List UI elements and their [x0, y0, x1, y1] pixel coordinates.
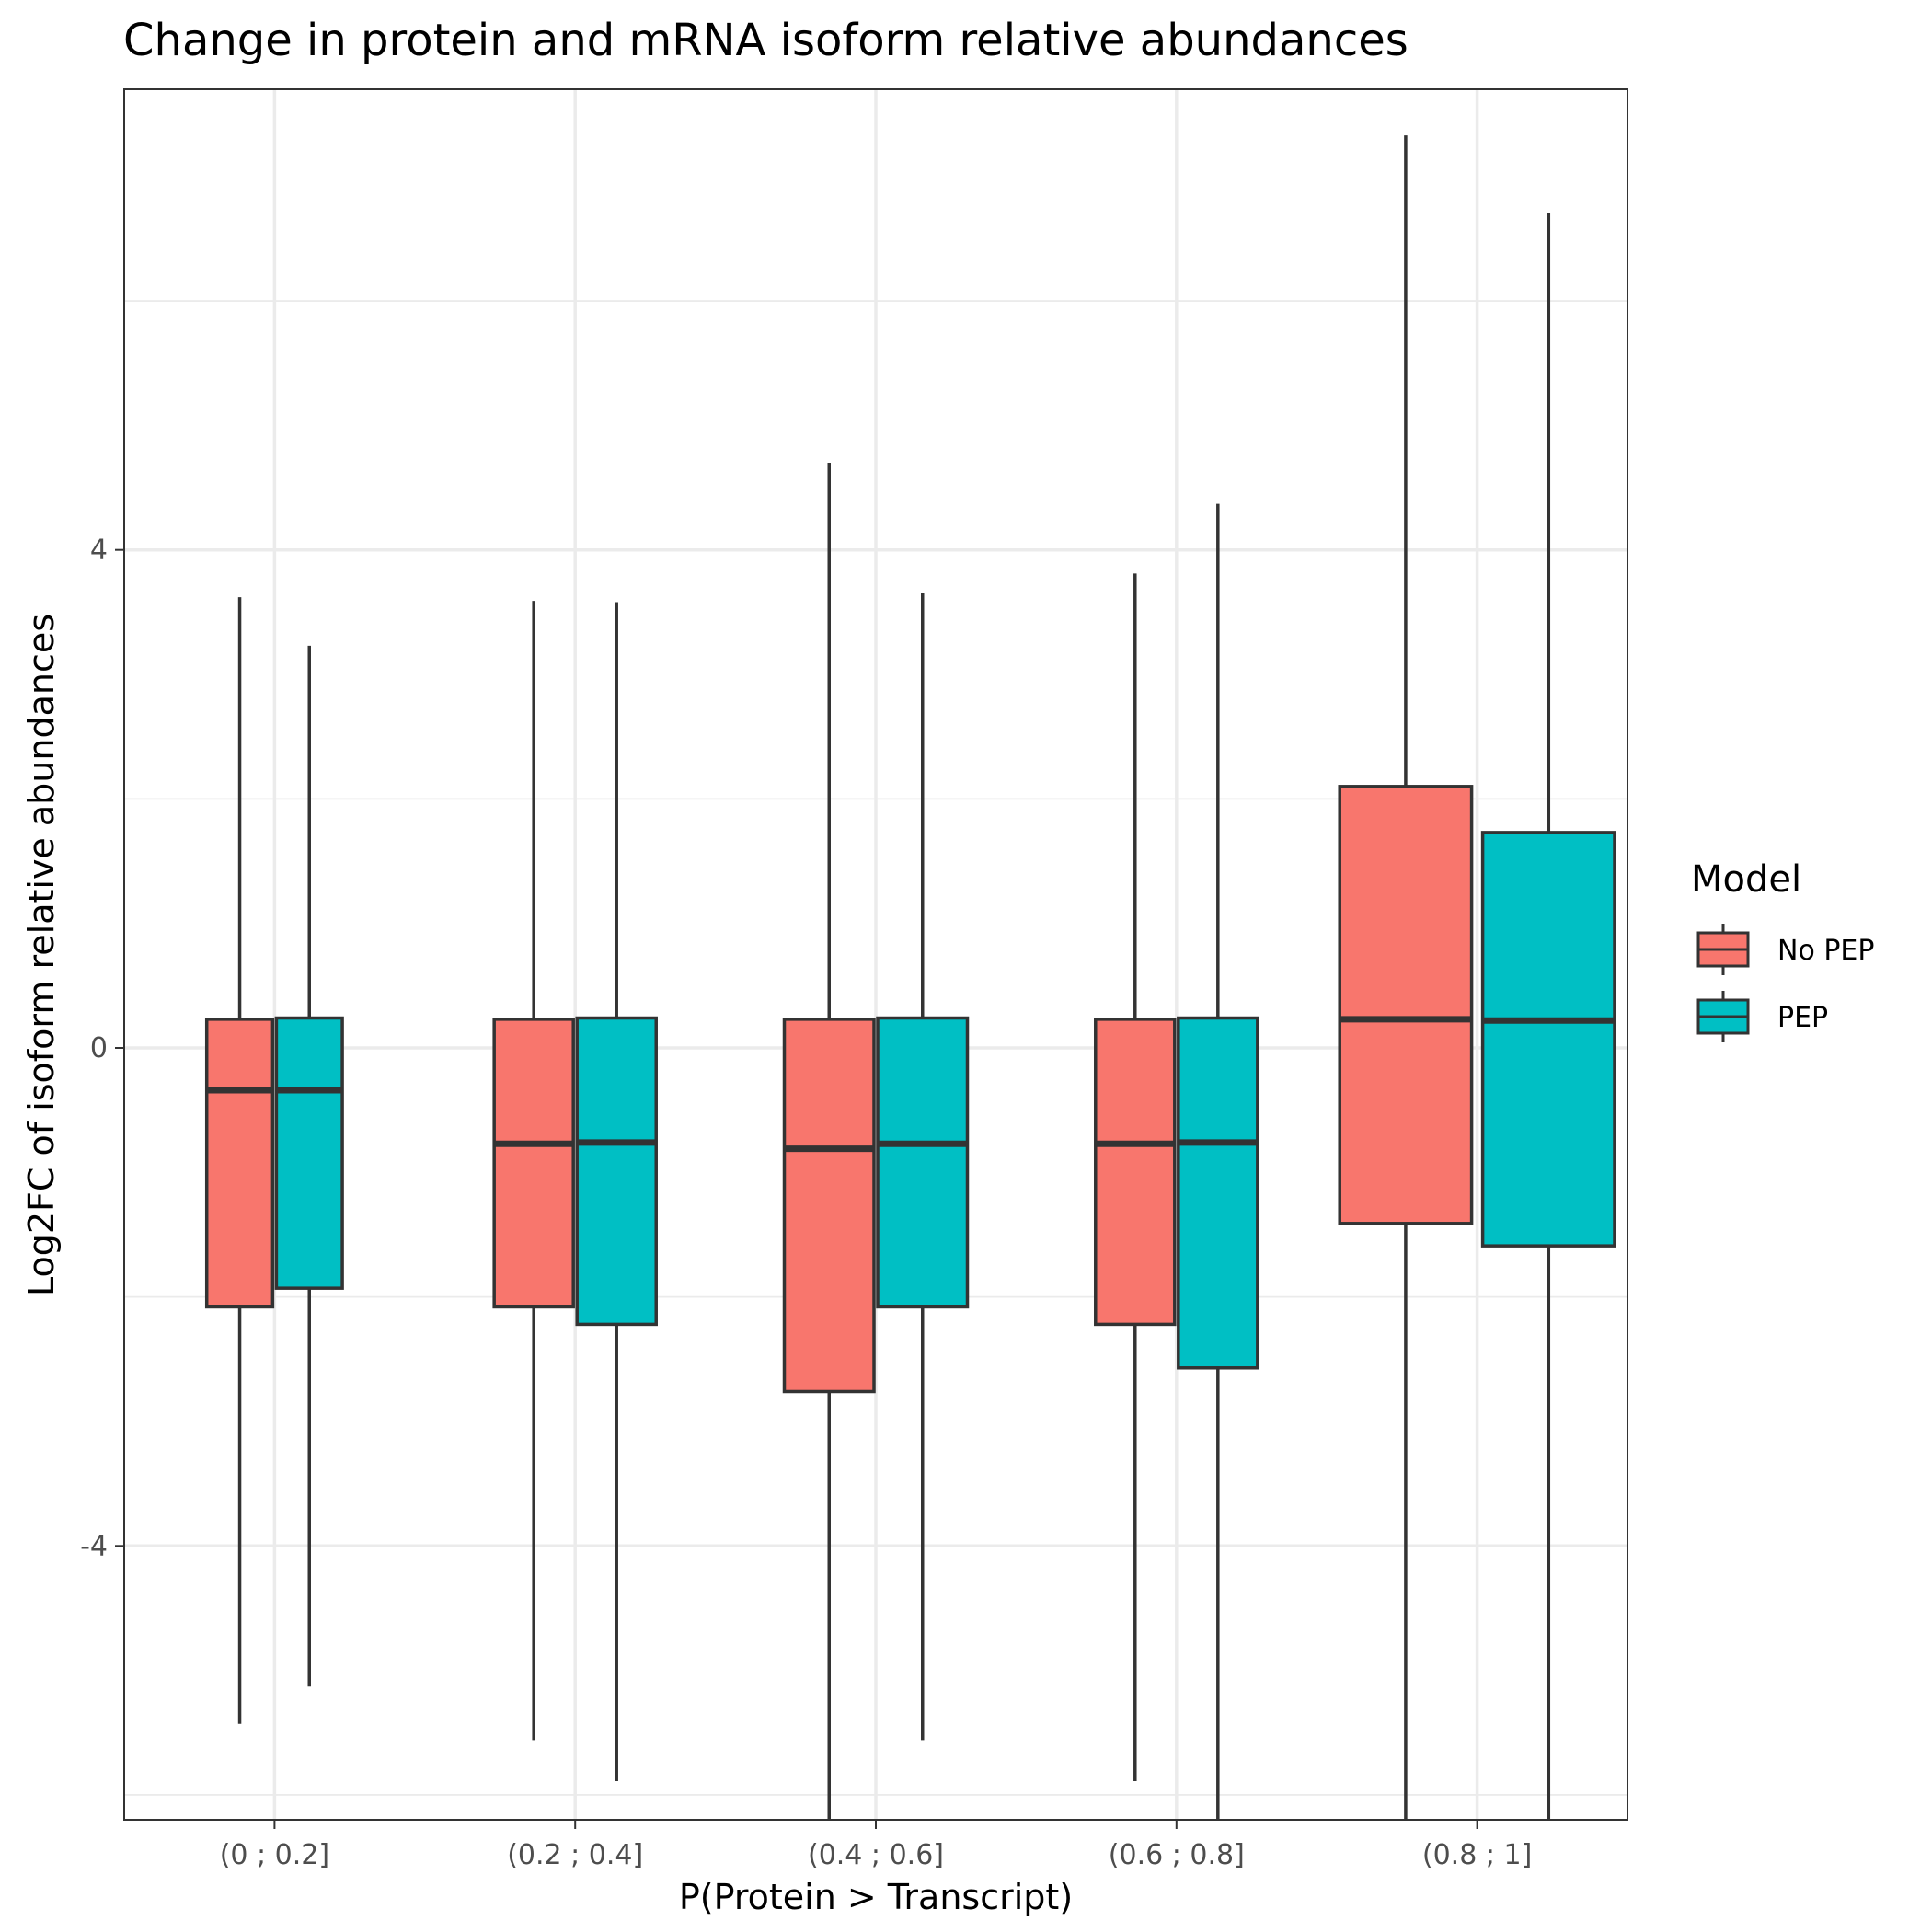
- box-body: [782, 1018, 876, 1394]
- x-tick-label: (0.8 ; 1]: [1422, 1839, 1532, 1871]
- box-body: [274, 1016, 344, 1290]
- box-body: [575, 1016, 658, 1327]
- box-no-pep-1: [492, 601, 575, 1741]
- legend-item-no-pep: No PEP: [1696, 924, 1874, 975]
- box-pep-1: [575, 602, 658, 1782]
- y-axis-title: Log2FC of isoform relative abundances: [21, 614, 62, 1296]
- grid-lines: [124, 89, 1627, 1820]
- box-body: [492, 1018, 575, 1309]
- box-pep-0: [274, 645, 344, 1687]
- y-axis: -4 0 4: [80, 535, 124, 1562]
- box-no-pep-4: [1338, 135, 1474, 1820]
- box-no-pep-3: [1094, 573, 1177, 1782]
- x-axis: (0 ; 0.2] (0.2 ; 0.4] (0.4 ; 0.6] (0.6 ; 0.…: [220, 1820, 1532, 1871]
- legend-items: No PEP PEP: [1696, 924, 1874, 1042]
- x-tick-label: (0.4 ; 0.6]: [808, 1839, 944, 1871]
- legend: Model No PEP PEP: [1691, 858, 1874, 1042]
- x-axis-title: P(Protein > Transcript): [679, 1877, 1073, 1917]
- box-pep-2: [876, 593, 970, 1741]
- box-pep-4: [1480, 212, 1616, 1820]
- y-tick-label: 0: [90, 1032, 108, 1064]
- box-no-pep-0: [204, 597, 275, 1724]
- y-tick-label: -4: [80, 1530, 108, 1562]
- box-body: [1338, 785, 1474, 1225]
- box-layer: [204, 135, 1616, 1820]
- x-tick-label: (0.6 ; 0.8]: [1109, 1839, 1245, 1871]
- box-body: [1094, 1018, 1177, 1327]
- x-tick-label: (0.2 ; 0.4]: [507, 1839, 643, 1871]
- box-body: [204, 1018, 275, 1309]
- box-body: [876, 1016, 970, 1309]
- legend-item-pep: PEP: [1696, 991, 1828, 1042]
- box-body: [1480, 831, 1616, 1248]
- legend-label: No PEP: [1777, 935, 1874, 967]
- y-tick-label: 4: [90, 535, 108, 567]
- box-pep-3: [1177, 503, 1259, 1820]
- legend-label: PEP: [1777, 1002, 1828, 1034]
- chart-title: Change in protein and mRNA isoform relat…: [123, 15, 1409, 66]
- box-no-pep-2: [782, 462, 876, 1820]
- box-body: [1177, 1016, 1259, 1370]
- legend-title: Model: [1691, 858, 1801, 901]
- x-tick-label: (0 ; 0.2]: [220, 1839, 329, 1871]
